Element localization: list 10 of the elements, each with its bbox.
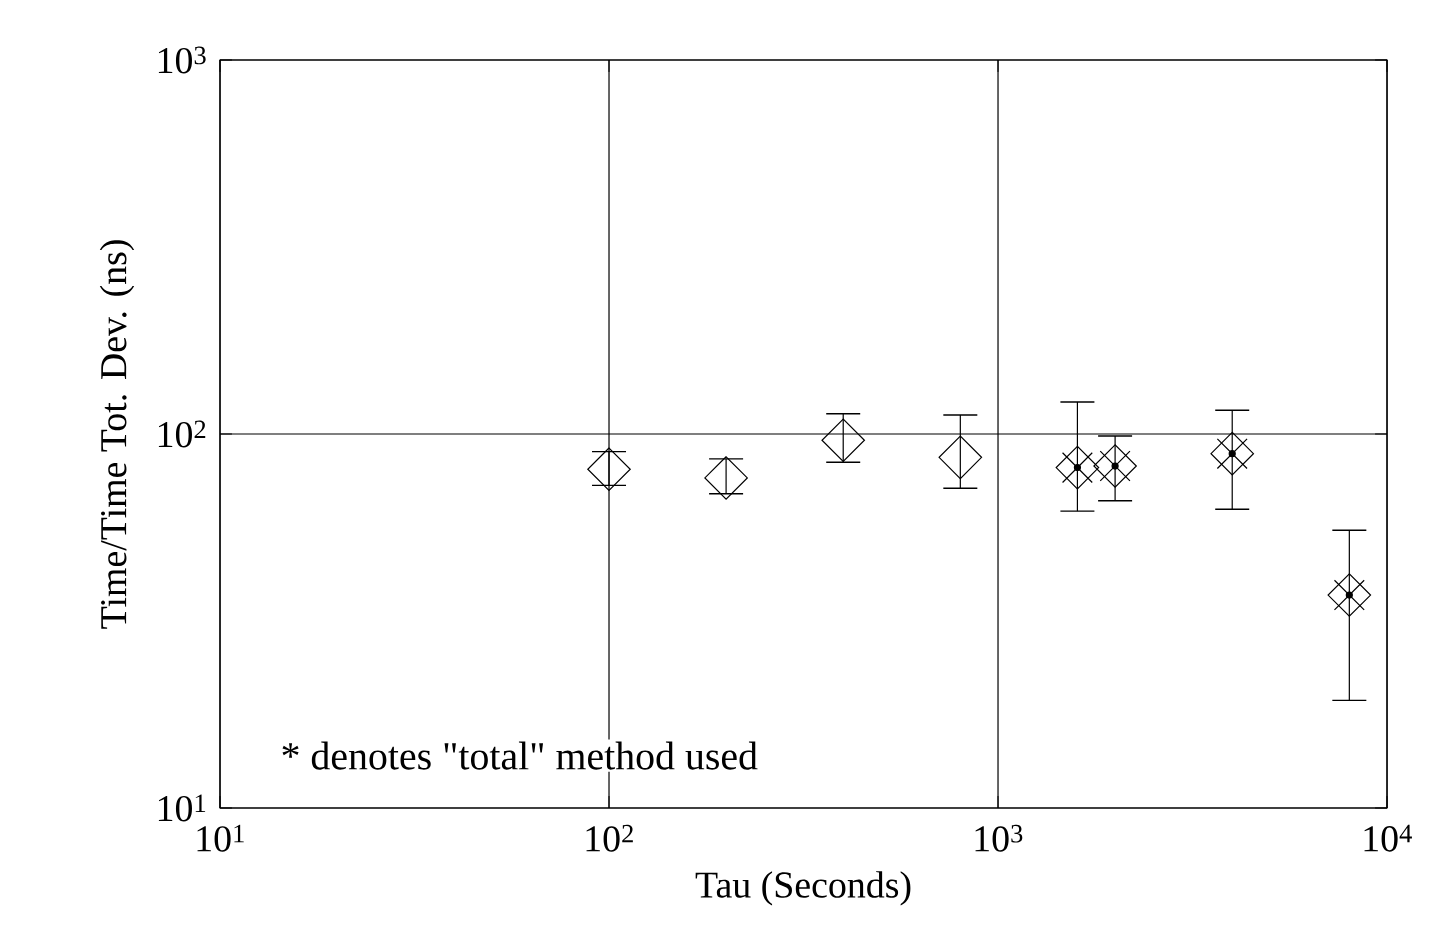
x-tick-label: 10$^{3}$	[975, 824, 1023, 852]
y-tick-label: 10$^{2}$	[158, 420, 206, 448]
x-tick-label: 10$^{4}$	[1364, 824, 1412, 852]
y-axis-title: Time/Time Tot. Dev. (ns)	[99, 240, 135, 629]
x-tick-label: 10$^{1}$	[197, 824, 244, 852]
x-axis-title: Tau (Seconds)	[695, 871, 911, 906]
y-tick-label: 10$^{3}$	[158, 46, 206, 74]
y-tick-label: 10$^{1}$	[158, 794, 206, 822]
annotation: * denotes "total" method used	[282, 741, 758, 770]
x-tick-label: 10$^{2}$	[586, 824, 633, 852]
